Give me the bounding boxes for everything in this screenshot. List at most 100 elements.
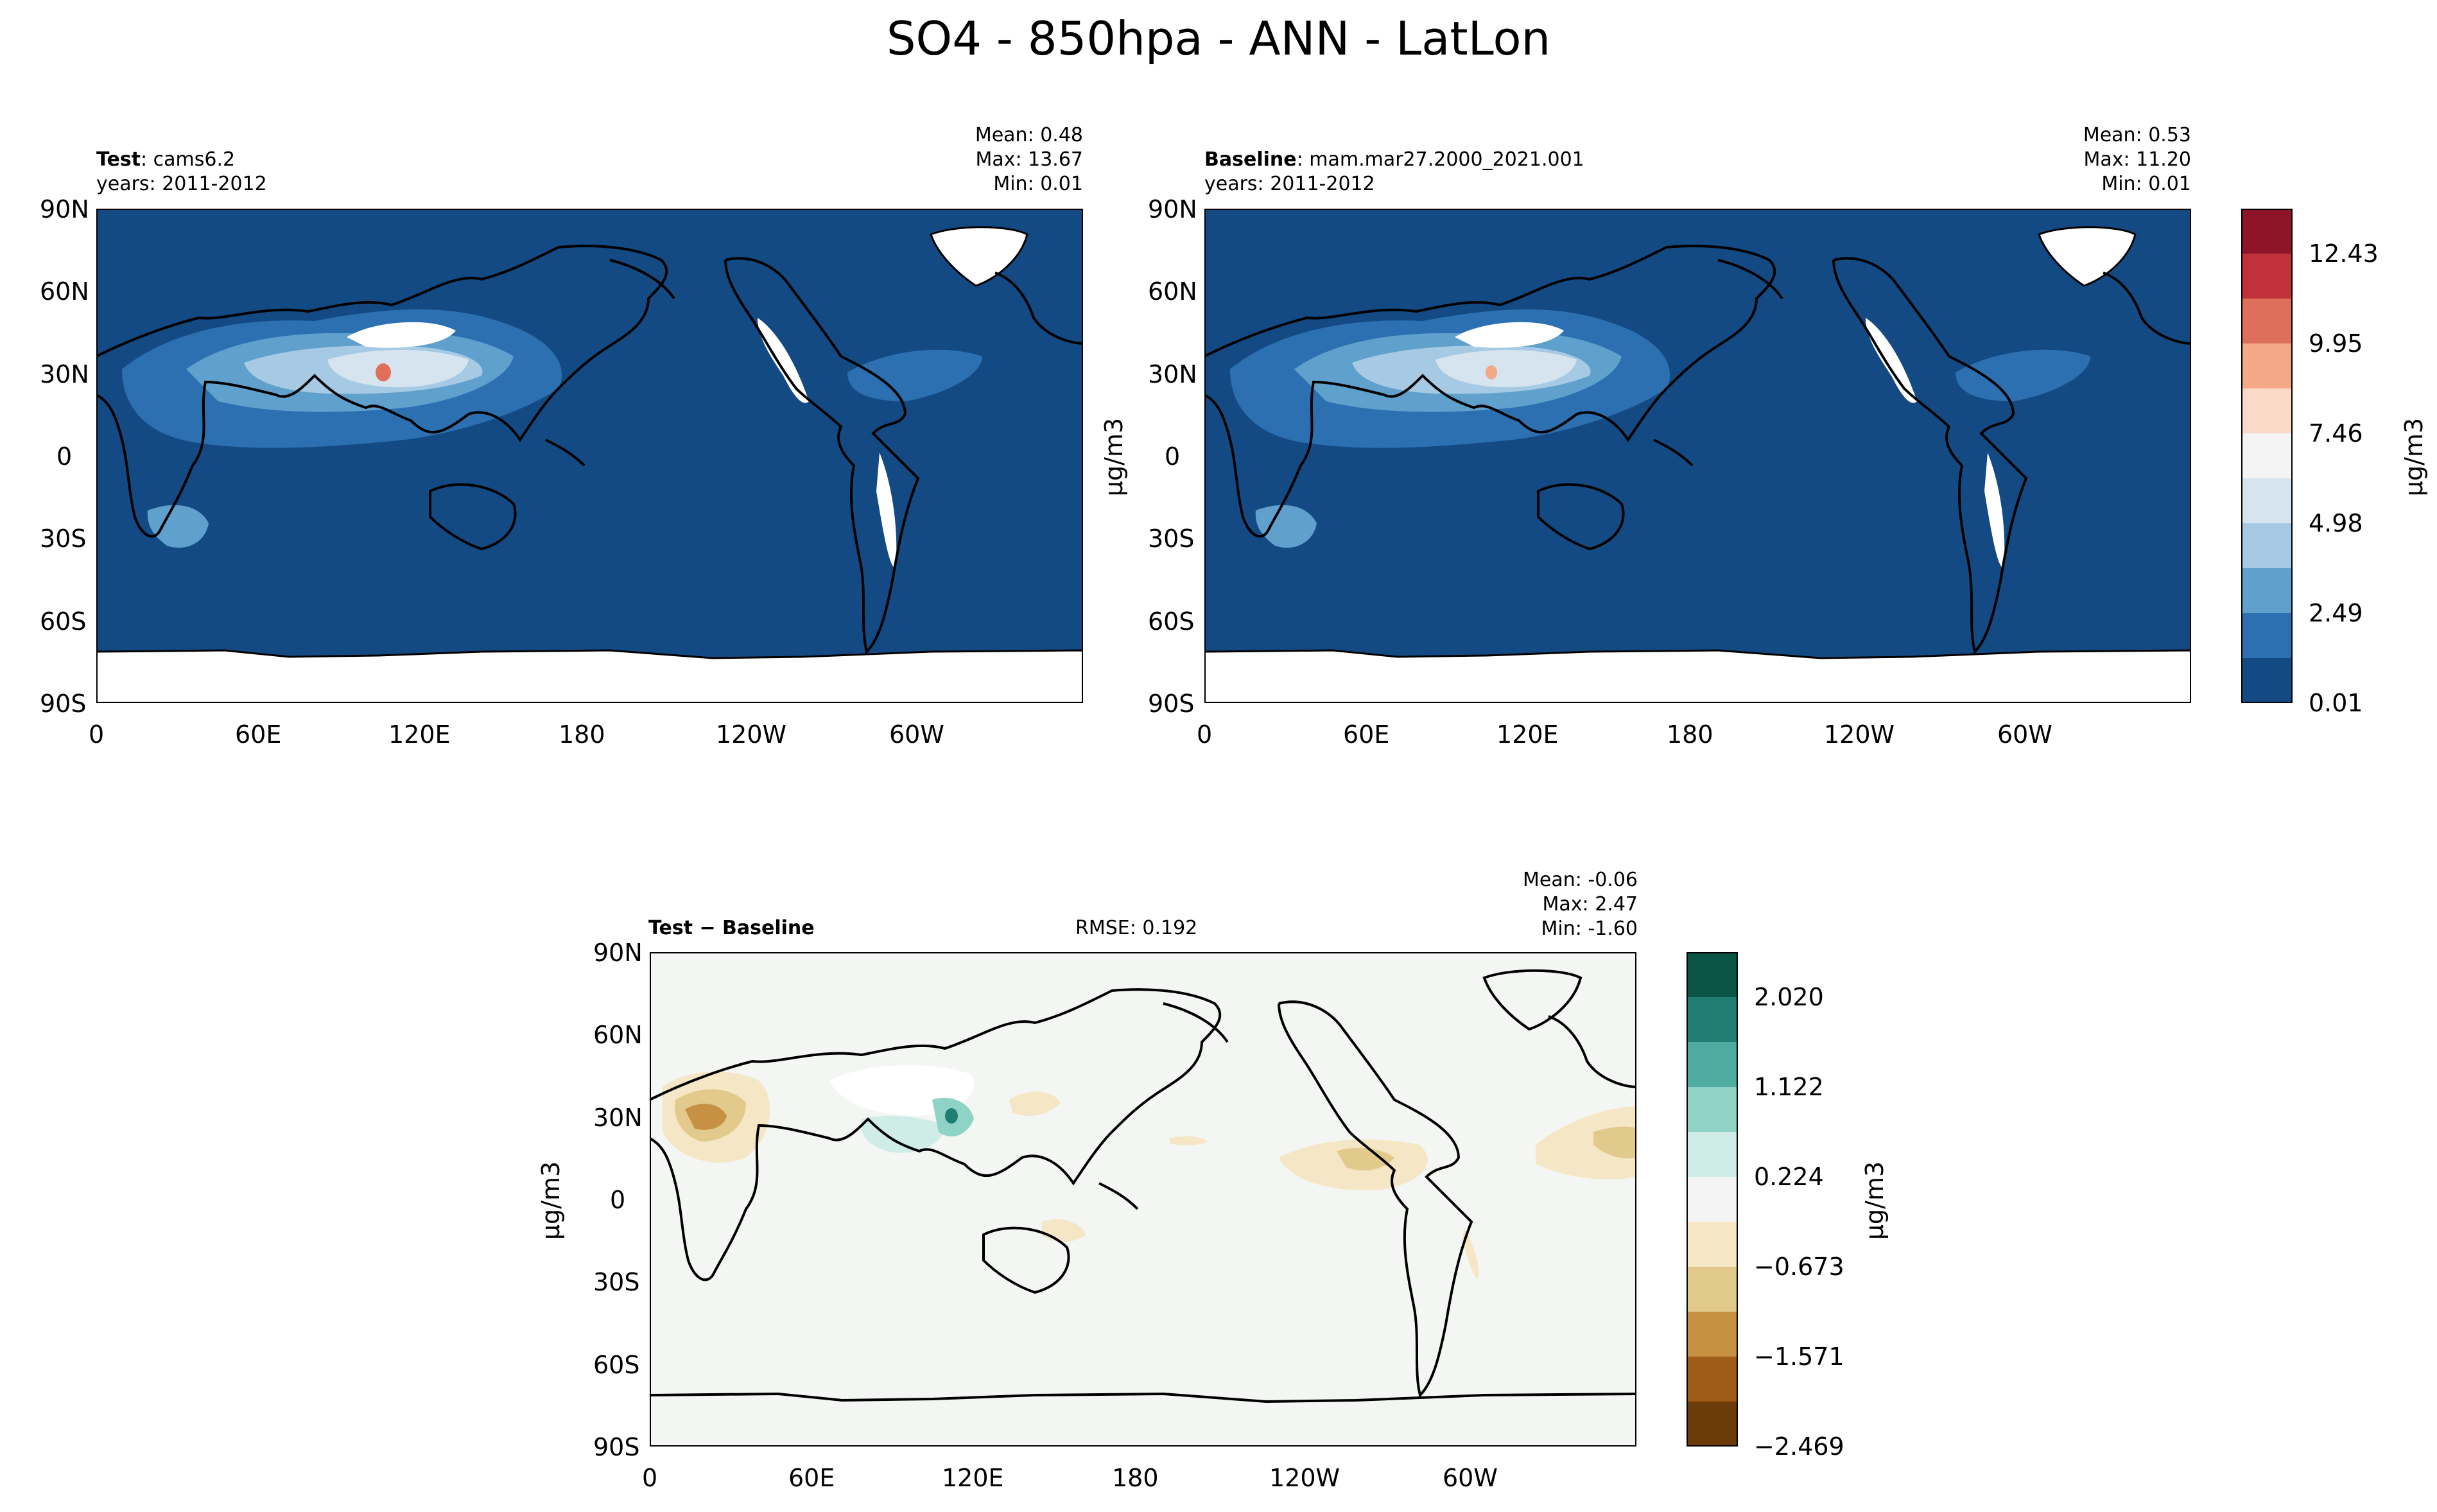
baseline-max: Max: 11.20: [2083, 148, 2191, 171]
diff-antarctica: [650, 1394, 1636, 1447]
test-lon-tick-120w: 120W: [716, 720, 787, 749]
main-colorbar-cell-5: [2241, 433, 2293, 479]
test-label-bold: Test: [96, 148, 141, 171]
baseline-hotspot: [1486, 365, 1497, 379]
diff-cbar-units-label: μg/m3: [1860, 1161, 1889, 1240]
diff-map: [650, 952, 1636, 1447]
test-map-ocean-field: [96, 209, 1083, 703]
test-lon-tick-180: 180: [559, 720, 605, 749]
diff-min: Min: -1.60: [1541, 917, 1638, 940]
diff-lat-tick-90n: 90N: [593, 939, 643, 967]
diff-lat-tick-60s: 60S: [593, 1351, 640, 1379]
diff-lon-tick-60e: 60E: [788, 1464, 835, 1492]
baseline-lat-tick-90n: 90N: [1148, 195, 1197, 223]
test-safrica-plume: [147, 505, 209, 548]
diff-colorbar-cell-4: [1687, 1132, 1738, 1177]
diff-label-bold: Test − Baseline: [648, 917, 815, 939]
main-cbar-tick-1: 12.43: [2309, 239, 2379, 268]
baseline-coastlines: [1204, 245, 2191, 654]
diff-map-field: [650, 952, 1636, 1447]
diff-colorbar-cell-9: [1687, 1357, 1738, 1402]
diff-mean: Mean: -0.06: [1522, 869, 1638, 891]
main-colorbar-cell-3: [2241, 343, 2293, 389]
test-greenland: [930, 226, 1028, 287]
baseline-lat-tick-90s: 90S: [1148, 690, 1195, 718]
baseline-map: [1204, 209, 2191, 703]
test-lat-tick-60n: 60N: [40, 277, 89, 306]
test-lat-tick-30n: 30N: [40, 360, 89, 388]
test-tibet-white: [347, 322, 456, 348]
test-lon-tick-0: 0: [89, 720, 105, 749]
diff-lat-tick-0: 0: [610, 1186, 626, 1214]
diff-lon-tick-60w: 60W: [1443, 1464, 1498, 1492]
test-aerosol-band-core: [327, 350, 469, 388]
diff-coastlines: [650, 969, 1636, 1403]
test-label-name: : cams6.2: [141, 148, 236, 171]
test-andes-white: [876, 453, 897, 568]
main-colorbar-cell-7: [2241, 523, 2293, 569]
diff-lat-tick-90s: 90S: [593, 1433, 640, 1461]
diff-units-label: μg/m3: [537, 1161, 565, 1240]
test-lat-tick-0: 0: [56, 442, 73, 471]
test-years: years: 2011-2012: [96, 173, 267, 195]
main-colorbar-cell-1: [2241, 254, 2293, 299]
baseline-lon-tick-120w: 120W: [1824, 720, 1895, 749]
diff-cbar-tick-1: 2.020: [1754, 983, 1824, 1011]
test-coastlines: [96, 245, 1083, 654]
baseline-years: years: 2011-2012: [1204, 173, 1375, 195]
baseline-namerica-plume: [1956, 349, 2090, 401]
diff-lat-tick-30n: 30N: [593, 1104, 643, 1132]
main-cbar-tick-3: 7.46: [2309, 419, 2363, 448]
diff-lat-tick-60n: 60N: [593, 1021, 643, 1049]
diff-max: Max: 2.47: [1542, 893, 1638, 916]
baseline-label-name: : mam.mar27.2000_2021.001: [1296, 148, 1584, 171]
baseline-rockies-white: [1866, 318, 1917, 403]
diff-lon-tick-180: 180: [1112, 1464, 1159, 1492]
baseline-min: Min: 0.01: [2101, 173, 2191, 195]
main-cbar-tick-4: 4.98: [2309, 509, 2363, 537]
diff-colorbar-cell-3: [1687, 1087, 1738, 1133]
diff-cpacific-negative: [1170, 1136, 1208, 1145]
baseline-mean: Mean: 0.53: [2083, 124, 2191, 146]
test-mean: Mean: 0.48: [975, 124, 1083, 146]
main-colorbar-cell-9: [2241, 613, 2293, 659]
baseline-lon-tick-120e: 120E: [1496, 720, 1559, 749]
test-lat-tick-90s: 90S: [40, 690, 87, 718]
diff-cbar-tick-3: 0.224: [1754, 1163, 1824, 1191]
test-min: Min: 0.01: [993, 173, 1083, 195]
baseline-lat-tick-60n: 60N: [1148, 277, 1197, 306]
baseline-lat-tick-30s: 30S: [1148, 525, 1195, 553]
baseline-safrica-plume: [1255, 505, 1317, 548]
baseline-label-bold: Baseline: [1204, 148, 1297, 171]
main-colorbar-cells: [2241, 209, 2293, 703]
main-colorbar: [2241, 209, 2293, 703]
diff-colorbar-cell-8: [1687, 1312, 1738, 1357]
test-map: [96, 209, 1083, 703]
test-namerica-plume: [847, 349, 982, 401]
test-lon-tick-120e: 120E: [388, 720, 451, 749]
test-lon-tick-60e: 60E: [235, 720, 282, 749]
diff-andes-negative: [1462, 1228, 1479, 1280]
diff-colorbar-cell-5: [1687, 1177, 1738, 1222]
baseline-lon-tick-60e: 60E: [1343, 720, 1390, 749]
baseline-lon-tick-180: 180: [1667, 720, 1713, 749]
diff-sahara-dark: [685, 1104, 727, 1130]
baseline-map-ocean-field: [1204, 209, 2191, 703]
main-colorbar-cell-0: [2241, 209, 2293, 254]
diff-cbar-tick-2: 1.122: [1754, 1073, 1824, 1101]
test-max: Max: 13.67: [975, 148, 1083, 171]
diff-epacific-mid: [1337, 1147, 1394, 1170]
diff-stats: Mean: -0.06 Max: 2.47 Min: -1.60: [1523, 868, 1638, 941]
test-lat-tick-90n: 90N: [40, 195, 89, 223]
baseline-lat-tick-60s: 60S: [1148, 607, 1195, 636]
main-cbar-tick-2: 9.95: [2309, 329, 2363, 358]
test-antarctica: [96, 649, 1083, 703]
test-lat-tick-60s: 60S: [40, 607, 87, 636]
test-lat-tick-30s: 30S: [40, 525, 87, 553]
diff-colorbar-cells: [1687, 952, 1738, 1447]
baseline-greenland: [2038, 226, 2137, 287]
diff-cbar-tick-4: −0.673: [1754, 1253, 1844, 1281]
test-stats: Mean: 0.48 Max: 13.67 Min: 0.01: [975, 123, 1083, 196]
diff-colorbar-cell-2: [1687, 1042, 1738, 1088]
figure-title: SO4 - 850hpa - ANN - LatLon: [886, 12, 1551, 65]
